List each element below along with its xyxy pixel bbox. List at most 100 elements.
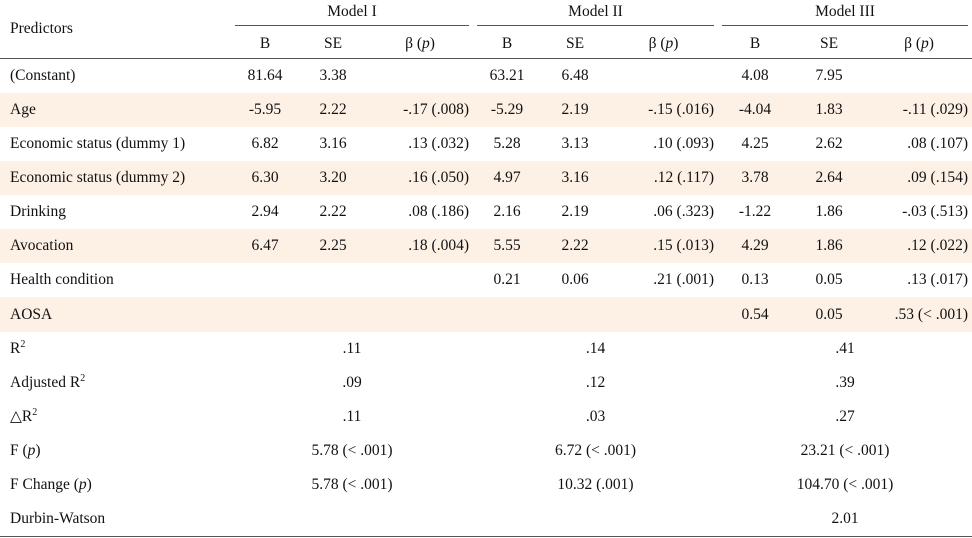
table-row: Health condition 0.21 0.06 .21 (.001) 0.13 0.… [0,263,972,297]
stat-label-superscript: 2 [80,372,86,384]
stat-value-model-2: .03 [585,407,606,425]
cell-beta: .12 (.022) [907,237,968,255]
cell-beta: -.17 (.008) [403,100,469,118]
stat-value-model-1: 5.78 (< .001) [311,442,393,460]
stat-value-model-2: 10.32 (.001) [557,476,634,494]
cell-b: 5.55 [493,237,521,255]
cell-se [299,297,367,331]
cell-beta [367,59,473,93]
cell-se: 3.13 [561,134,589,152]
table-row: Economic status (dummy 2) 6.30 3.20 .16 (.0… [0,160,972,196]
cell-se: 3.20 [319,168,347,186]
cell-se: 2.22 [319,203,347,221]
stat-label-text: R [10,339,21,357]
cell-beta: -.03 (.513) [902,203,968,221]
table-row: AOSA 0.54 0.05 .53 (< .001) [0,297,972,332]
stat-label-text: R [21,408,33,426]
cell-beta [866,59,972,93]
cell-beta: .16 (.050) [408,168,469,186]
cell-beta: .08 (.186) [408,203,469,221]
col-se: SE [792,29,866,59]
cell-b: 2.16 [493,203,521,221]
cell-beta [609,59,718,93]
stat-value-model-2 [473,502,718,537]
col-beta: β (p) [866,29,972,59]
predictor-label: Avocation [10,237,74,255]
stat-row-adj_r2: Adjusted R2 .09 .12 .39 [0,366,972,400]
stat-label-p: p [78,476,87,494]
model-3-header: Model III [718,0,972,29]
cell-se: 0.05 [815,305,843,323]
cell-beta: .13 (.017) [907,271,968,289]
cell-se: 2.64 [815,168,843,186]
stat-label-text: F Change [10,476,70,494]
cell-beta [609,297,718,331]
cell-b: 3.78 [741,168,769,186]
stat-label: F Change (p) [10,476,92,494]
cell-b: 4.25 [741,134,769,152]
predictor-label: AOSA [10,305,53,323]
stat-value-model-1: 5.78 (< .001) [311,476,393,494]
cell-se: 2.22 [561,237,589,255]
col-beta: β (p) [367,29,473,59]
cell-beta: .06 (.323) [653,203,714,221]
cell-beta [367,263,473,297]
cell-se: 3.16 [319,134,347,152]
stat-label-text: Durbin-Watson [10,510,106,528]
cell-se: 2.22 [319,100,347,118]
stat-label-text: Adjusted R [10,373,81,391]
col-beta: β (p) [609,29,718,59]
stat-value-model-3: 23.21 (< .001) [800,442,890,460]
stat-label-superscript: 2 [32,407,38,419]
cell-b: 6.47 [251,237,279,255]
cell-se: 2.19 [561,203,589,221]
cell-b [473,297,541,331]
cell-b: -5.95 [248,100,282,118]
cell-beta: .18 (.004) [408,237,469,255]
cell-beta: .10 (.093) [653,134,714,152]
cell-b: 63.21 [489,66,525,84]
stat-value-model-3: .39 [835,373,855,391]
cell-b: -4.04 [738,100,772,118]
stat-value-model-3: .27 [835,407,855,425]
cell-beta: .12 (.117) [653,168,714,186]
predictor-label: (Constant) [10,66,76,84]
cell-beta: .13 (.032) [408,134,469,152]
cell-b: 2.94 [251,203,279,221]
cell-beta: .09 (.154) [907,168,968,186]
stat-value-model-3: 2.01 [718,502,972,537]
cell-se: 2.25 [319,237,347,255]
cell-se: 7.95 [815,66,843,84]
predictor-label: Age [10,100,36,118]
table-row: Age -5.95 2.22 -.17 (.008) -5.29 2.19 -.15 (.0… [0,92,972,127]
cell-b [231,263,299,297]
cell-beta: -.15 (.016) [648,100,714,118]
col-se: SE [299,29,367,59]
col-se: SE [541,29,609,59]
stat-label: Durbin-Watson [0,502,231,537]
cell-se: 2.62 [815,134,843,152]
cell-beta: .21 (.001) [653,271,714,289]
predictor-label: Health condition [10,271,114,289]
cell-se: 2.19 [561,100,589,118]
stat-label-p: p [27,442,36,460]
cell-se: 3.38 [319,66,347,84]
col-b: B [718,29,792,59]
stat-value-model-2: 6.72 (< .001) [554,442,637,460]
cell-se: 3.16 [561,168,589,186]
stat-value-model-1: .11 [342,407,362,425]
cell-se [541,297,609,331]
predictor-label: Economic status (dummy 2) [10,168,186,186]
delta-symbol: △ [10,408,22,426]
stat-label: Adjusted R2 [0,366,231,400]
cell-b: 4.97 [493,168,521,186]
cell-beta: .15 (.013) [653,237,714,255]
model-2-header: Model II [473,0,718,29]
cell-se: 1.83 [815,100,843,118]
stat-label: F (p) [10,442,41,460]
predictor-label: Economic status (dummy 1) [10,134,186,152]
stat-value-model-3: .41 [835,339,855,357]
table-row: Drinking 2.94 2.22 .08 (.186) 2.16 2.19 .06 (.… [0,195,972,229]
col-b: B [231,29,299,59]
